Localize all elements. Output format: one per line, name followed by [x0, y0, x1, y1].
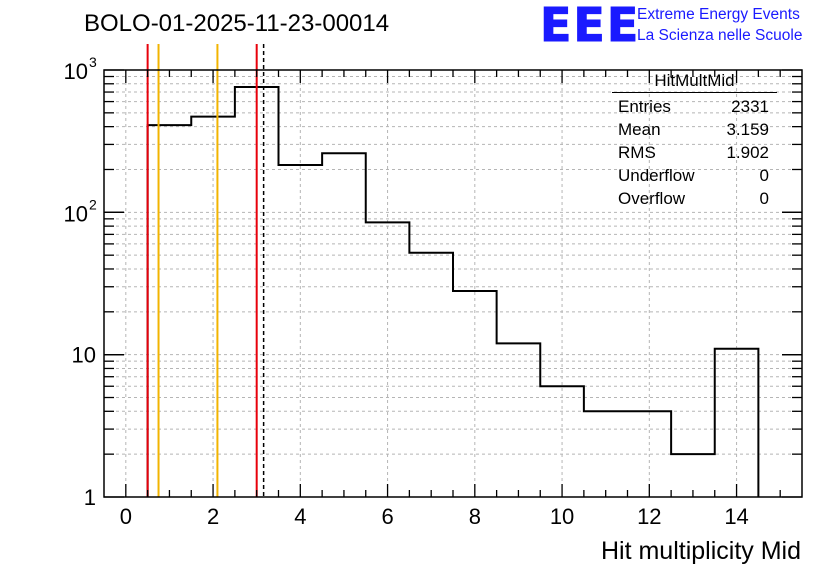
y-tick-exponent: 2 [89, 196, 97, 212]
logo-line-1: Extreme Energy Events [637, 6, 800, 23]
stats-row-mean: Mean 3.159 [612, 118, 777, 141]
x-tick-label: 6 [381, 504, 393, 529]
x-tick-label: 4 [294, 504, 306, 529]
stats-label: Overflow [618, 189, 686, 208]
stats-value: 2331 [731, 97, 769, 116]
y-tick-label: 10 [64, 201, 88, 226]
histogram-bin [584, 411, 628, 497]
stats-label: Mean [618, 120, 661, 139]
stats-value: 1.902 [726, 143, 769, 162]
y-tick-label: 10 [72, 343, 96, 368]
stats-label: Entries [618, 97, 671, 116]
eee-logo: EEE [539, 0, 641, 52]
stats-label: RMS [618, 143, 656, 162]
x-tick-label: 8 [469, 504, 481, 529]
histogram-bin [453, 291, 497, 497]
stats-label: Underflow [618, 166, 695, 185]
x-axis-label: Hit multiplicity Mid [601, 537, 801, 565]
histogram-bin [322, 153, 366, 497]
eee-logo-text: Extreme Energy Events La Scienza nelle S… [637, 4, 802, 46]
axis-ticks [104, 69, 802, 498]
y-tick-exponent: 3 [89, 54, 97, 70]
logo-line-2: La Scienza nelle Scuole [637, 27, 803, 44]
stats-row-underflow: Underflow 0 [612, 164, 777, 187]
grid [104, 70, 802, 497]
stats-value: 3.159 [726, 120, 769, 139]
stats-value: 0 [759, 189, 769, 208]
stats-row-rms: RMS 1.902 [612, 141, 777, 164]
histogram-bars [146, 85, 760, 497]
chart-title: BOLO-01-2025-11-23-00014 [84, 10, 390, 37]
stats-row-entries: Entries 2331 [612, 95, 777, 118]
y-tick-label: 10 [64, 59, 88, 84]
histogram-bin [715, 349, 759, 497]
x-tick-label: 10 [550, 504, 574, 529]
marker-lines [146, 44, 265, 497]
x-tick-label: 2 [207, 504, 219, 529]
histogram-bin [366, 222, 410, 497]
histogram-bin [540, 386, 584, 497]
stats-title: HitMultMid [612, 71, 777, 93]
y-tick-label: 1 [84, 485, 96, 510]
histogram-bin [497, 343, 541, 497]
histogram-bin [279, 165, 323, 497]
x-tick-label: 12 [637, 504, 661, 529]
histogram-outline [146, 85, 760, 497]
x-tick-label: 14 [724, 504, 748, 529]
stats-value: 0 [759, 166, 769, 185]
stats-box: HitMultMid Entries 2331 Mean 3.159 RMS 1.902 U… [612, 71, 777, 210]
histogram-bin [148, 125, 192, 497]
histogram-bin [191, 117, 235, 497]
stats-row-overflow: Overflow 0 [612, 187, 777, 210]
histogram-bin [409, 253, 453, 497]
x-tick-label: 0 [120, 504, 132, 529]
